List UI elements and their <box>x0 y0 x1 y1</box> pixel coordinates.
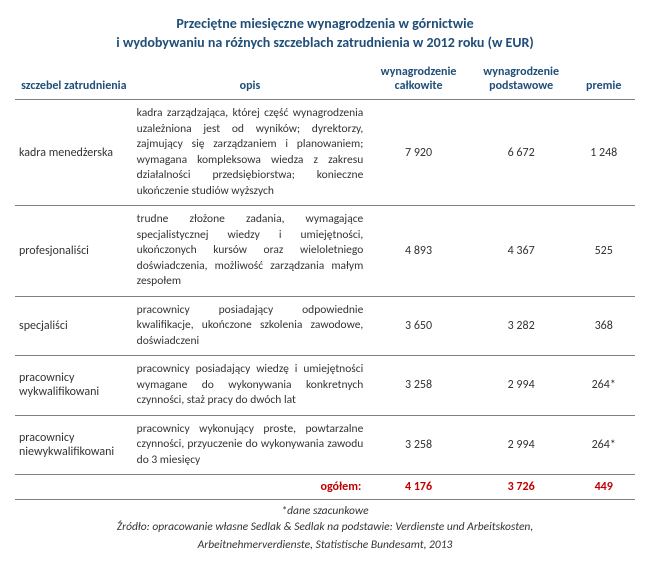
table-row: kadra menedżerska kadra zarządzająca, kt… <box>15 100 635 206</box>
col-bonus: premie <box>572 59 635 100</box>
title-line-1: Przeciętne miesięczne wynagrodzenia w gó… <box>15 15 635 32</box>
cell-desc: pracownicy posiadający odpowiednie kwali… <box>133 296 368 356</box>
col-base-pay: wynagrodzenie podstawowe <box>470 59 573 100</box>
cell-base: 6 672 <box>470 100 573 206</box>
cell-bonus: 264* <box>572 415 635 475</box>
total-base: 3 726 <box>470 475 573 500</box>
total-bonus: 449 <box>572 475 635 500</box>
table-row: pracownicy niewykwalifikowani pracownicy… <box>15 415 635 475</box>
cell-total: 4 893 <box>367 206 470 297</box>
cell-base: 4 367 <box>470 206 573 297</box>
cell-total: 3 258 <box>367 415 470 475</box>
cell-desc: pracownicy posiadający wiedzę i umiejętn… <box>133 356 368 416</box>
col-desc: opis <box>133 59 368 100</box>
cell-bonus: 264* <box>572 356 635 416</box>
cell-bonus: 525 <box>572 206 635 297</box>
table-row: profesjonaliści trudne złożone zadania, … <box>15 206 635 297</box>
col-level: szczebel zatrudnienia <box>15 59 133 100</box>
cell-desc: kadra zarządzająca, której część wynagro… <box>133 100 368 206</box>
col-total-pay: wynagrodzenie całkowite <box>367 59 470 100</box>
cell-level: kadra menedżerska <box>15 100 133 206</box>
wages-table: szczebel zatrudnienia opis wynagrodzenie… <box>15 59 635 500</box>
cell-bonus: 1 248 <box>572 100 635 206</box>
source-line-2: Arbeitnehmerverdienste, Statistische Bun… <box>15 538 635 554</box>
cell-desc: trudne złożone zadania, wymagające specj… <box>133 206 368 297</box>
cell-level: specjaliści <box>15 296 133 356</box>
total-total: 4 176 <box>367 475 470 500</box>
cell-level: profesjonaliści <box>15 206 133 297</box>
cell-total: 7 920 <box>367 100 470 206</box>
cell-base: 3 282 <box>470 296 573 356</box>
table-row: specjaliści pracownicy posiadający odpow… <box>15 296 635 356</box>
cell-total: 3 650 <box>367 296 470 356</box>
header-row: szczebel zatrudnienia opis wynagrodzenie… <box>15 59 635 100</box>
empty-cell <box>15 475 133 500</box>
source-line-1: Źródło: opracowanie własne Sedlak & Sedl… <box>15 520 635 536</box>
cell-level: pracownicy niewykwalifikowani <box>15 415 133 475</box>
cell-bonus: 368 <box>572 296 635 356</box>
cell-desc: pracownicy wykonujący proste, powtarzaln… <box>133 415 368 475</box>
cell-level: pracownicy wykwalifikowani <box>15 356 133 416</box>
cell-base: 2 994 <box>470 415 573 475</box>
footnote: *dane szacunkowe <box>15 504 635 518</box>
table-row: pracownicy wykwalifikowani pracownicy po… <box>15 356 635 416</box>
title-line-2: i wydobywaniu na różnych szczeblach zatr… <box>15 34 635 51</box>
total-row: ogółem: 4 176 3 726 449 <box>15 475 635 500</box>
cell-base: 2 994 <box>470 356 573 416</box>
cell-total: 3 258 <box>367 356 470 416</box>
total-label: ogółem: <box>133 475 368 500</box>
